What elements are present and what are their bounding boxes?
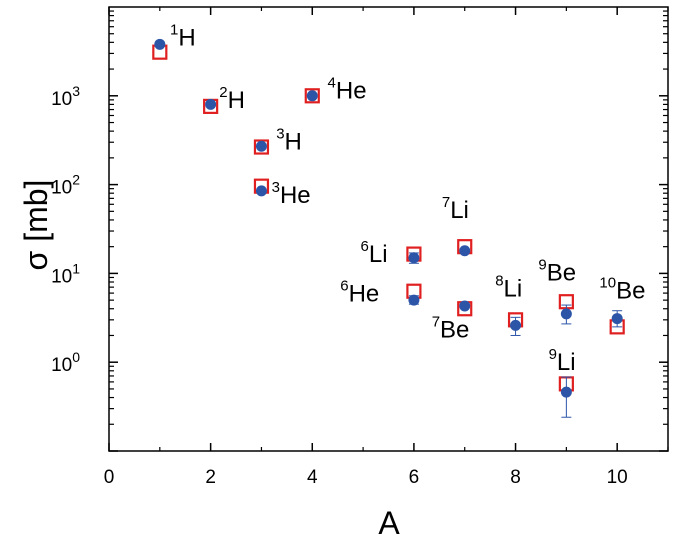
filled-circle-point bbox=[408, 252, 420, 264]
isotope-label: 4He bbox=[328, 74, 367, 104]
isotope-mass-number: 8 bbox=[495, 272, 503, 289]
y-tick-exponent: 1 bbox=[72, 260, 80, 276]
isotope-mass-number: 6 bbox=[340, 277, 348, 294]
isotope-mass-number: 9 bbox=[549, 346, 557, 363]
isotope-label: 7Be bbox=[432, 313, 470, 343]
isotope-mass-number: 2 bbox=[219, 84, 227, 101]
isotope-mass-number: 9 bbox=[538, 257, 546, 274]
y-tick-base: 10 bbox=[51, 266, 72, 287]
isotope-label: 6He bbox=[340, 277, 379, 307]
y-tick-label: 102 bbox=[51, 172, 80, 199]
isotope-element: He bbox=[280, 182, 311, 209]
filled-circle-point bbox=[459, 245, 471, 257]
isotope-label: 1H bbox=[170, 21, 196, 51]
isotope-label: 3He bbox=[272, 179, 311, 209]
filled-circle-point bbox=[560, 386, 572, 398]
isotope-element: H bbox=[228, 87, 245, 114]
x-tick-label: 10 bbox=[607, 467, 628, 488]
isotope-element: Be bbox=[616, 278, 645, 305]
isotope-label: 9Li bbox=[549, 346, 576, 376]
filled-circle-point bbox=[560, 308, 572, 320]
isotope-element: He bbox=[336, 77, 367, 104]
x-tick-label: 4 bbox=[307, 467, 318, 488]
isotope-element: Be bbox=[440, 316, 469, 343]
x-tick-label: 6 bbox=[409, 467, 420, 488]
isotope-element: He bbox=[349, 280, 380, 307]
y-tick-label: 103 bbox=[51, 83, 80, 110]
y-tick-exponent: 3 bbox=[72, 83, 80, 99]
filled-circle-point bbox=[459, 300, 471, 312]
plot-border bbox=[108, 6, 669, 452]
isotope-element: Li bbox=[369, 241, 388, 268]
isotope-mass-number: 7 bbox=[442, 194, 450, 211]
isotope-mass-number: 10 bbox=[599, 275, 616, 292]
isotope-label: 3H bbox=[276, 125, 302, 155]
isotope-mass-number: 4 bbox=[328, 74, 336, 91]
filled-circle-point bbox=[205, 98, 217, 110]
isotope-element: H bbox=[285, 128, 302, 155]
x-tick-label: 8 bbox=[510, 467, 521, 488]
isotope-label: 2H bbox=[219, 84, 245, 114]
y-tick-label: 100 bbox=[51, 349, 80, 376]
isotope-mass-number: 3 bbox=[276, 125, 284, 142]
isotope-mass-number: 7 bbox=[432, 313, 440, 330]
isotope-label: 7Li bbox=[442, 194, 469, 224]
isotope-element: Li bbox=[450, 197, 469, 224]
x-axis-ticks: 0 2 4 6 8 10 bbox=[104, 7, 669, 488]
isotope-label: 10Be bbox=[599, 275, 645, 305]
isotope-mass-number: 6 bbox=[361, 238, 369, 255]
y-tick-base: 10 bbox=[51, 355, 72, 376]
isotope-mass-number: 1 bbox=[170, 21, 178, 38]
y-tick-exponent: 2 bbox=[72, 172, 80, 188]
isotope-element: Be bbox=[547, 260, 576, 287]
isotope-label: 6Li bbox=[361, 238, 388, 268]
open-square-point bbox=[304, 88, 320, 104]
data-marks bbox=[152, 38, 625, 418]
isotope-element: Li bbox=[504, 275, 523, 302]
open-square-point bbox=[253, 139, 270, 155]
filled-circle-point bbox=[154, 38, 166, 50]
isotope-mass-number: 3 bbox=[272, 179, 280, 196]
x-axis-title: A bbox=[378, 505, 400, 541]
x-tick-label: 0 bbox=[104, 467, 115, 488]
y-axis-title: σ [mb] bbox=[18, 180, 54, 271]
x-tick-label: 2 bbox=[205, 467, 216, 488]
filled-circle-point bbox=[306, 90, 318, 102]
y-tick-label: 101 bbox=[51, 260, 80, 287]
isotope-label: 9Be bbox=[538, 257, 576, 287]
y-tick-base: 10 bbox=[51, 89, 72, 110]
y-tick-exponent: 0 bbox=[72, 349, 80, 365]
isotope-element: Li bbox=[557, 349, 576, 376]
isotope-element: H bbox=[178, 24, 195, 51]
filled-circle-point bbox=[255, 185, 267, 197]
isotope-label: 8Li bbox=[495, 272, 522, 302]
filled-circle-point bbox=[255, 140, 267, 152]
filled-circle-point bbox=[510, 319, 522, 331]
plot-frame bbox=[108, 6, 669, 452]
y-tick-base: 10 bbox=[51, 178, 72, 199]
filled-circle-point bbox=[611, 313, 623, 325]
filled-circle-point bbox=[408, 294, 420, 306]
